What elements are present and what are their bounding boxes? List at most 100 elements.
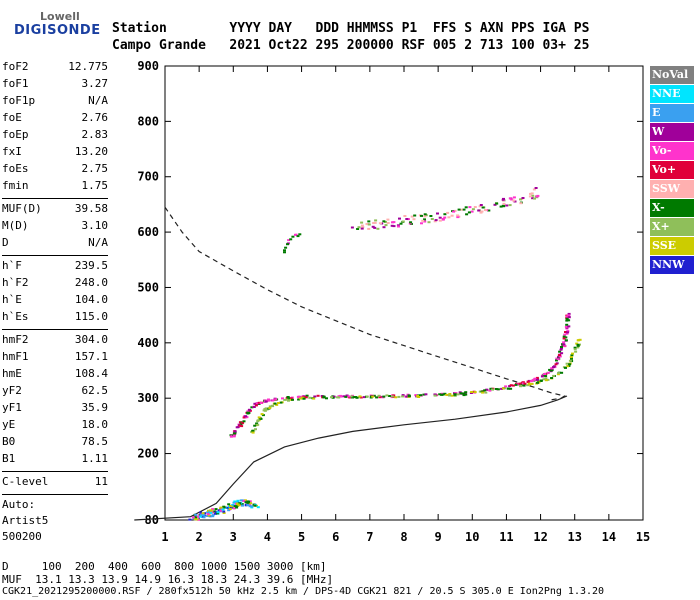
trace-o-point xyxy=(281,397,284,400)
es-point xyxy=(246,504,250,506)
panel-separator xyxy=(2,198,108,199)
trace-o-point xyxy=(424,393,428,396)
es-point xyxy=(227,503,231,506)
param-value: 12.775 xyxy=(68,60,108,73)
multihop-lower-point xyxy=(298,233,302,236)
es-point xyxy=(226,506,230,509)
trace-x-point xyxy=(417,396,421,398)
legend-item-x-: X+ xyxy=(650,218,694,236)
es-point xyxy=(236,499,240,502)
trace-x-point xyxy=(260,413,264,416)
multihop-point xyxy=(512,199,516,202)
es-point xyxy=(206,513,210,516)
trace-o-point xyxy=(296,395,300,398)
multihop-point xyxy=(361,226,365,229)
es-point xyxy=(200,513,203,516)
trace-x-point xyxy=(251,431,255,434)
legend-item-e: E xyxy=(650,104,694,122)
x-tick-label: 8 xyxy=(400,530,407,544)
multihop-point xyxy=(519,198,522,201)
multihop-point xyxy=(479,204,483,206)
trace-o-point xyxy=(565,332,569,335)
param-fmin: fmin 1.75 xyxy=(2,179,108,196)
multihop-point xyxy=(456,216,460,219)
trace-o-point xyxy=(567,325,571,328)
multihop-point xyxy=(410,215,414,218)
multihop-point xyxy=(532,188,536,191)
panel-separator xyxy=(2,329,108,330)
trace-x-point xyxy=(438,393,442,396)
multihop-point xyxy=(367,220,371,223)
auto-line2: Artist5 xyxy=(2,514,49,527)
multihop-point xyxy=(367,223,371,226)
trace-x-point xyxy=(569,356,573,359)
trace-o-point xyxy=(316,394,320,397)
x-tick-label: 13 xyxy=(567,530,581,544)
legend-item-ssw: SSW xyxy=(650,180,694,198)
y-tick-label: 80 xyxy=(145,513,159,527)
multihop-lower-point xyxy=(287,239,291,242)
trace-x-point xyxy=(570,357,573,360)
trace-x-point xyxy=(528,383,532,386)
param-value: 13.20 xyxy=(74,145,108,158)
multihop-point xyxy=(467,211,471,214)
param-value: 2.83 xyxy=(81,128,109,141)
multihop-point xyxy=(536,194,540,197)
param-name: fmin xyxy=(2,179,29,192)
trace-x-point xyxy=(365,395,369,398)
trace-x-point xyxy=(407,394,411,397)
multihop-point xyxy=(484,209,487,211)
trace-x-point xyxy=(494,388,498,390)
trace-o-point xyxy=(246,411,250,414)
trace-x-point xyxy=(453,393,457,396)
multihop-point xyxy=(371,225,375,228)
trace-o-point xyxy=(565,323,569,326)
multihop-lower-point xyxy=(286,243,289,246)
multihop-point xyxy=(412,218,416,221)
x-tick-label: 12 xyxy=(533,530,547,544)
trace-x-point xyxy=(565,362,569,365)
trace-o-point xyxy=(271,399,275,402)
trace-o-point xyxy=(422,393,426,396)
param-h-f2: h`F2 248.0 xyxy=(2,276,108,293)
trace-o-point xyxy=(566,330,570,333)
trace-o-point xyxy=(233,430,237,433)
trace-o-point xyxy=(267,399,271,402)
param-h-es: h`Es 115.0 xyxy=(2,310,108,327)
es-point xyxy=(229,506,233,509)
es-point xyxy=(239,499,243,502)
param-name: MUF(D) xyxy=(2,202,42,215)
es-point xyxy=(256,506,260,509)
multihop-point xyxy=(501,198,505,201)
multihop-point xyxy=(462,208,466,211)
param-b0: B0 78.5 xyxy=(2,435,108,452)
trace-x-point xyxy=(576,339,580,342)
trace-o-point xyxy=(337,395,341,398)
es-point xyxy=(222,512,226,514)
trace-x-point xyxy=(355,396,359,399)
trace-x-point xyxy=(268,405,272,408)
trace-o-point xyxy=(565,315,569,318)
trace-x-point xyxy=(287,399,290,402)
trace-o-point xyxy=(305,394,309,397)
multihop-point xyxy=(447,216,451,219)
trace-x-point xyxy=(371,395,375,398)
trace-o-point xyxy=(563,344,567,347)
trace-o-point xyxy=(554,363,558,366)
multihop-point xyxy=(413,214,417,217)
legend-item-nne: NNE xyxy=(650,85,694,103)
trace-o-point xyxy=(532,378,536,381)
param-value: 304.0 xyxy=(74,333,108,346)
trace-o-point xyxy=(238,421,242,424)
legend-item-vo-: Vo- xyxy=(650,142,694,160)
trace-o-point xyxy=(562,341,566,344)
logo-digisonde: DIGISONDE xyxy=(14,23,101,38)
es-point xyxy=(241,499,245,502)
param-value: 3.10 xyxy=(81,219,109,232)
es-point xyxy=(221,508,225,511)
param-value: 157.1 xyxy=(74,350,108,363)
param-fof1p: foF1p N/A xyxy=(2,94,108,111)
multihop-point xyxy=(443,213,447,216)
trace-x-point xyxy=(571,352,574,355)
param-value: 2.76 xyxy=(81,111,109,124)
